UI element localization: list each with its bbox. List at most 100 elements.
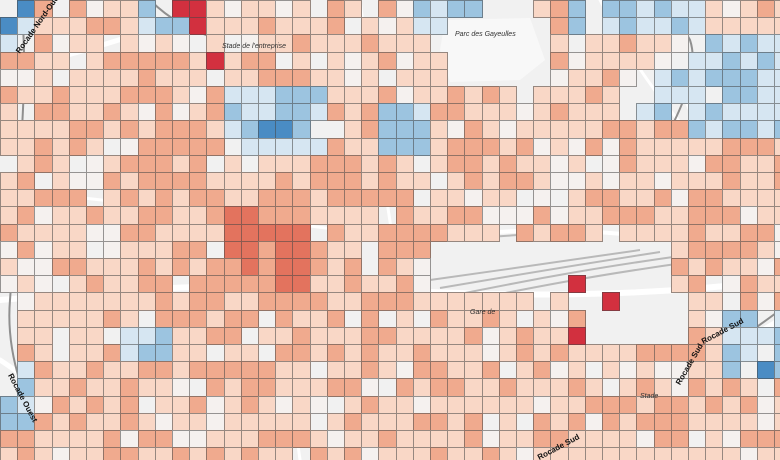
grid-cell[interactable] xyxy=(240,240,259,259)
grid-cell[interactable] xyxy=(0,86,19,105)
grid-cell[interactable] xyxy=(326,86,345,105)
grid-cell[interactable] xyxy=(240,275,259,294)
grid-cell[interactable] xyxy=(223,292,242,311)
grid-cell[interactable] xyxy=(653,17,672,36)
grid-cell[interactable] xyxy=(258,172,277,191)
grid-cell[interactable] xyxy=(533,430,552,449)
grid-cell[interactable] xyxy=(430,344,449,363)
grid-cell[interactable] xyxy=(739,0,758,19)
grid-cell[interactable] xyxy=(430,137,449,156)
grid-cell[interactable] xyxy=(137,189,156,208)
grid-cell[interactable] xyxy=(550,292,569,311)
grid-cell[interactable] xyxy=(412,17,431,36)
grid-cell[interactable] xyxy=(584,68,603,87)
grid-cell[interactable] xyxy=(103,275,122,294)
grid-cell[interactable] xyxy=(0,120,19,139)
grid-cell[interactable] xyxy=(275,378,294,397)
grid-cell[interactable] xyxy=(86,223,105,242)
grid-cell[interactable] xyxy=(275,275,294,294)
grid-cell[interactable] xyxy=(653,68,672,87)
grid-cell[interactable] xyxy=(567,120,586,139)
grid-cell[interactable] xyxy=(326,17,345,36)
grid-cell[interactable] xyxy=(51,430,70,449)
grid-cell[interactable] xyxy=(447,361,466,380)
grid-cell[interactable] xyxy=(636,103,655,122)
grid-cell[interactable] xyxy=(223,17,242,36)
grid-cell[interactable] xyxy=(326,137,345,156)
grid-cell[interactable] xyxy=(344,34,363,53)
grid-cell[interactable] xyxy=(412,258,431,277)
grid-cell[interactable] xyxy=(258,68,277,87)
grid-cell[interactable] xyxy=(378,447,397,460)
grid-cell[interactable] xyxy=(0,275,19,294)
grid-cell[interactable] xyxy=(636,344,655,363)
grid-cell[interactable] xyxy=(275,430,294,449)
grid-cell[interactable] xyxy=(550,51,569,70)
grid-cell[interactable] xyxy=(34,326,53,345)
grid-cell[interactable] xyxy=(498,326,517,345)
grid-cell[interactable] xyxy=(103,172,122,191)
grid-cell[interactable] xyxy=(206,412,225,431)
grid-cell[interactable] xyxy=(705,137,724,156)
grid-cell[interactable] xyxy=(154,103,173,122)
grid-cell[interactable] xyxy=(34,378,53,397)
grid-cell[interactable] xyxy=(0,51,19,70)
grid-cell[interactable] xyxy=(309,378,328,397)
grid-cell[interactable] xyxy=(34,309,53,328)
grid-cell[interactable] xyxy=(550,172,569,191)
grid-cell[interactable] xyxy=(223,344,242,363)
grid-cell[interactable] xyxy=(258,430,277,449)
grid-cell[interactable] xyxy=(309,395,328,414)
grid-cell[interactable] xyxy=(516,172,535,191)
grid-cell[interactable] xyxy=(722,240,741,259)
grid-cell[interactable] xyxy=(189,240,208,259)
grid-cell[interactable] xyxy=(86,120,105,139)
grid-cell[interactable] xyxy=(447,395,466,414)
grid-cell[interactable] xyxy=(602,17,621,36)
grid-cell[interactable] xyxy=(705,17,724,36)
grid-cell[interactable] xyxy=(344,395,363,414)
grid-cell[interactable] xyxy=(361,120,380,139)
grid-cell[interactable] xyxy=(550,361,569,380)
grid-cell[interactable] xyxy=(86,378,105,397)
grid-cell[interactable] xyxy=(51,17,70,36)
grid-cell[interactable] xyxy=(705,258,724,277)
grid-cell[interactable] xyxy=(774,223,780,242)
grid-cell[interactable] xyxy=(223,309,242,328)
grid-cell[interactable] xyxy=(584,103,603,122)
grid-cell[interactable] xyxy=(189,447,208,460)
grid-cell[interactable] xyxy=(447,154,466,173)
grid-cell[interactable] xyxy=(68,344,87,363)
grid-cell[interactable] xyxy=(602,430,621,449)
grid-cell[interactable] xyxy=(206,309,225,328)
grid-cell[interactable] xyxy=(86,0,105,19)
grid-cell[interactable] xyxy=(240,258,259,277)
grid-cell[interactable] xyxy=(361,326,380,345)
grid-cell[interactable] xyxy=(0,430,19,449)
grid-cell[interactable] xyxy=(378,258,397,277)
grid-cell[interactable] xyxy=(464,137,483,156)
grid-cell[interactable] xyxy=(567,395,586,414)
grid-cell[interactable] xyxy=(189,344,208,363)
grid-cell[interactable] xyxy=(550,223,569,242)
grid-cell[interactable] xyxy=(378,361,397,380)
grid-cell[interactable] xyxy=(309,447,328,460)
grid-cell[interactable] xyxy=(464,326,483,345)
grid-cell[interactable] xyxy=(258,258,277,277)
grid-cell[interactable] xyxy=(670,137,689,156)
grid-cell[interactable] xyxy=(602,447,621,460)
grid-cell[interactable] xyxy=(240,206,259,225)
grid-cell[interactable] xyxy=(395,292,414,311)
grid-cell[interactable] xyxy=(34,120,53,139)
grid-cell[interactable] xyxy=(688,344,707,363)
grid-cell[interactable] xyxy=(189,0,208,19)
grid-cell[interactable] xyxy=(447,172,466,191)
grid-cell[interactable] xyxy=(739,103,758,122)
grid-cell[interactable] xyxy=(103,292,122,311)
grid-cell[interactable] xyxy=(51,240,70,259)
grid-cell[interactable] xyxy=(258,137,277,156)
grid-cell[interactable] xyxy=(705,361,724,380)
grid-cell[interactable] xyxy=(481,395,500,414)
grid-cell[interactable] xyxy=(584,86,603,105)
grid-cell[interactable] xyxy=(361,154,380,173)
